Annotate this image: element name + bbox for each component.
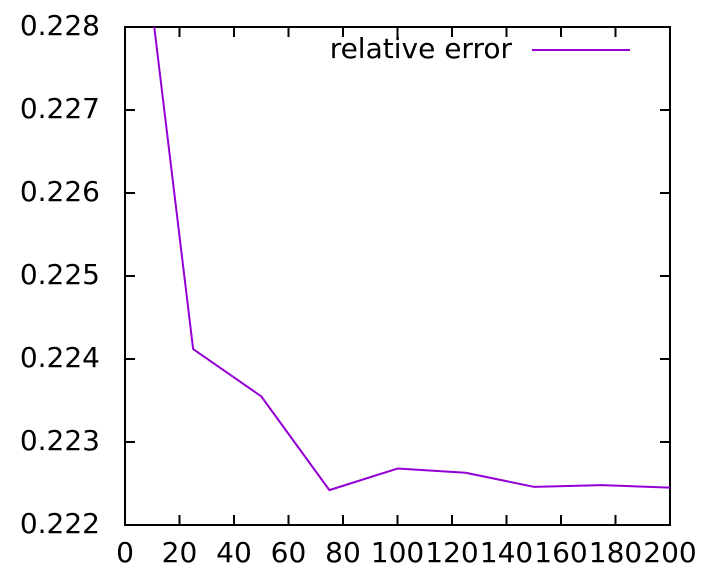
x-tick-label: 180	[589, 536, 642, 569]
y-tick-label: 0.228	[20, 9, 100, 42]
x-tick-label: 0	[116, 536, 134, 569]
legend: relative error	[330, 32, 630, 65]
x-tick-label: 60	[271, 536, 307, 569]
x-axis: 0 20 40 60 80 100 120 140 160 180 200	[116, 27, 697, 569]
x-tick-label: 20	[162, 536, 198, 569]
y-tick-label: 0.222	[20, 507, 100, 540]
legend-label: relative error	[330, 32, 513, 65]
y-axis: 0.222 0.223 0.224 0.225 0.226 0.227 0.228	[20, 9, 670, 540]
y-tick-label: 0.227	[20, 92, 100, 125]
x-tick-label: 140	[480, 536, 533, 569]
series-line-0	[153, 27, 670, 492]
y-tick-label: 0.224	[20, 341, 100, 374]
x-tick-label: 200	[643, 536, 696, 569]
y-tick-label: 0.226	[20, 175, 100, 208]
x-tick-label: 160	[534, 536, 587, 569]
plot-frame	[124, 26, 671, 526]
x-tick-label: 40	[216, 536, 252, 569]
x-tick-label: 100	[371, 536, 424, 569]
x-tick-label: 120	[425, 536, 478, 569]
series-group	[153, 27, 670, 492]
x-tick-label: 80	[325, 536, 361, 569]
y-tick-label: 0.223	[20, 424, 100, 457]
y-tick-label: 0.225	[20, 258, 100, 291]
